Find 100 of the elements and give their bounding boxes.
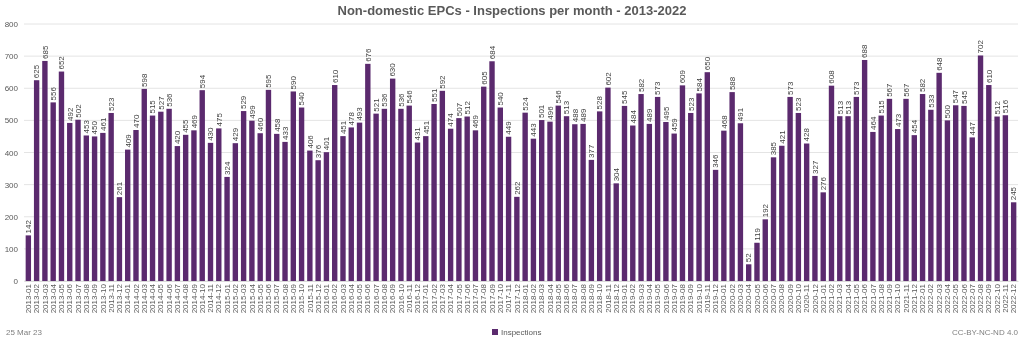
data-label: 192 bbox=[761, 203, 771, 218]
x-tick-label: 2020-11 bbox=[802, 283, 812, 313]
bar bbox=[762, 219, 768, 281]
x-tick-label: 2015-07 bbox=[272, 283, 282, 314]
bar bbox=[356, 122, 363, 281]
data-label: 346 bbox=[711, 153, 721, 168]
x-tick-label: 2019-05 bbox=[653, 283, 663, 314]
bar bbox=[199, 90, 205, 281]
data-label: 376 bbox=[313, 144, 323, 159]
x-tick-label: 2019-10 bbox=[694, 283, 704, 314]
bar bbox=[795, 112, 802, 281]
bar bbox=[125, 149, 131, 281]
data-label: 276 bbox=[819, 176, 829, 191]
data-label: 245 bbox=[1009, 186, 1019, 201]
x-tick-label: 2015-11 bbox=[305, 283, 315, 313]
bar bbox=[182, 134, 189, 281]
bar bbox=[431, 103, 437, 281]
x-tick-label: 2022-03 bbox=[934, 283, 944, 314]
bar bbox=[588, 159, 595, 281]
data-label: 491 bbox=[736, 107, 746, 122]
bar bbox=[605, 87, 611, 281]
data-label: 428 bbox=[802, 127, 812, 142]
data-label: 608 bbox=[827, 69, 837, 84]
bar bbox=[547, 121, 553, 281]
x-tick-label: 2021-09 bbox=[885, 283, 895, 314]
x-tick-label: 2017-02 bbox=[429, 283, 439, 314]
bar bbox=[265, 89, 272, 281]
bar bbox=[936, 72, 942, 281]
bar bbox=[969, 137, 975, 281]
x-tick-label: 2017-05 bbox=[454, 283, 464, 314]
bar bbox=[953, 105, 959, 281]
data-label: 496 bbox=[545, 105, 555, 120]
x-tick-label: 2017-09 bbox=[487, 283, 497, 314]
x-tick-label: 2018-01 bbox=[520, 283, 530, 314]
x-tick-label: 2015-05 bbox=[255, 283, 265, 314]
x-tick-label: 2014-06 bbox=[164, 283, 174, 314]
bar bbox=[216, 128, 222, 281]
bar bbox=[274, 133, 280, 281]
data-label: 521 bbox=[371, 97, 381, 112]
bar bbox=[50, 102, 56, 281]
data-label: 602 bbox=[603, 71, 613, 86]
x-tick-label: 2022-04 bbox=[943, 283, 953, 314]
bar bbox=[539, 120, 545, 281]
data-label: 630 bbox=[388, 62, 398, 77]
bar bbox=[903, 98, 909, 281]
data-label: 501 bbox=[537, 104, 547, 119]
data-label: 474 bbox=[446, 112, 456, 127]
x-tick-label: 2014-04 bbox=[148, 283, 158, 314]
bar bbox=[373, 113, 379, 281]
data-label: 625 bbox=[32, 64, 42, 79]
data-label: 451 bbox=[421, 120, 431, 135]
x-tick-label: 2018-11 bbox=[603, 283, 613, 313]
bar bbox=[447, 128, 454, 281]
x-tick-label: 2013-12 bbox=[115, 283, 125, 314]
bar bbox=[613, 183, 619, 281]
data-label: 454 bbox=[910, 119, 920, 134]
data-label: 464 bbox=[868, 116, 878, 130]
x-tick-label: 2018-02 bbox=[529, 283, 539, 314]
bar bbox=[348, 127, 354, 281]
data-label: 500 bbox=[943, 104, 953, 119]
x-tick-label: 2014-01 bbox=[123, 283, 133, 314]
bar bbox=[489, 61, 495, 281]
x-tick-label: 2020-07 bbox=[769, 283, 779, 314]
x-tick-label: 2022-02 bbox=[926, 283, 936, 314]
x-tick-label: 2016-01 bbox=[322, 283, 332, 314]
data-label: 460 bbox=[255, 117, 265, 132]
bar bbox=[340, 136, 346, 281]
y-tick-label: 0 bbox=[13, 277, 19, 287]
bar bbox=[67, 122, 73, 281]
bar bbox=[257, 133, 263, 281]
x-tick-label: 2015-09 bbox=[288, 283, 298, 314]
x-tick-label: 2021-04 bbox=[843, 283, 853, 314]
x-tick-label: 2018-03 bbox=[537, 283, 547, 314]
bar bbox=[116, 197, 123, 281]
data-label: 595 bbox=[264, 73, 274, 88]
data-label: 545 bbox=[620, 90, 630, 104]
bar bbox=[630, 125, 636, 281]
bar bbox=[845, 116, 851, 281]
x-tick-label: 2020-01 bbox=[719, 283, 729, 314]
x-tick-label: 2014-08 bbox=[181, 283, 191, 314]
data-label: 515 bbox=[148, 99, 158, 114]
data-label: 261 bbox=[115, 181, 125, 196]
bar bbox=[870, 131, 876, 281]
bar bbox=[737, 123, 744, 281]
x-tick-label: 2017-08 bbox=[479, 283, 489, 314]
bar bbox=[290, 91, 296, 281]
x-tick-label: 2013-06 bbox=[65, 283, 75, 314]
x-tick-label: 2020-05 bbox=[752, 283, 762, 314]
data-label: 523 bbox=[794, 97, 804, 111]
data-label: 449 bbox=[504, 120, 514, 135]
bar bbox=[497, 107, 503, 281]
x-tick-label: 2013-05 bbox=[57, 283, 67, 314]
data-label: 523 bbox=[686, 97, 696, 111]
data-label: 142 bbox=[24, 219, 34, 234]
data-label: 489 bbox=[645, 108, 655, 122]
x-tick-label: 2018-07 bbox=[570, 283, 580, 314]
data-label: 450 bbox=[90, 120, 100, 135]
data-label: 461 bbox=[98, 117, 108, 131]
bar bbox=[994, 116, 1000, 281]
x-tick-label: 2019-09 bbox=[686, 283, 696, 314]
